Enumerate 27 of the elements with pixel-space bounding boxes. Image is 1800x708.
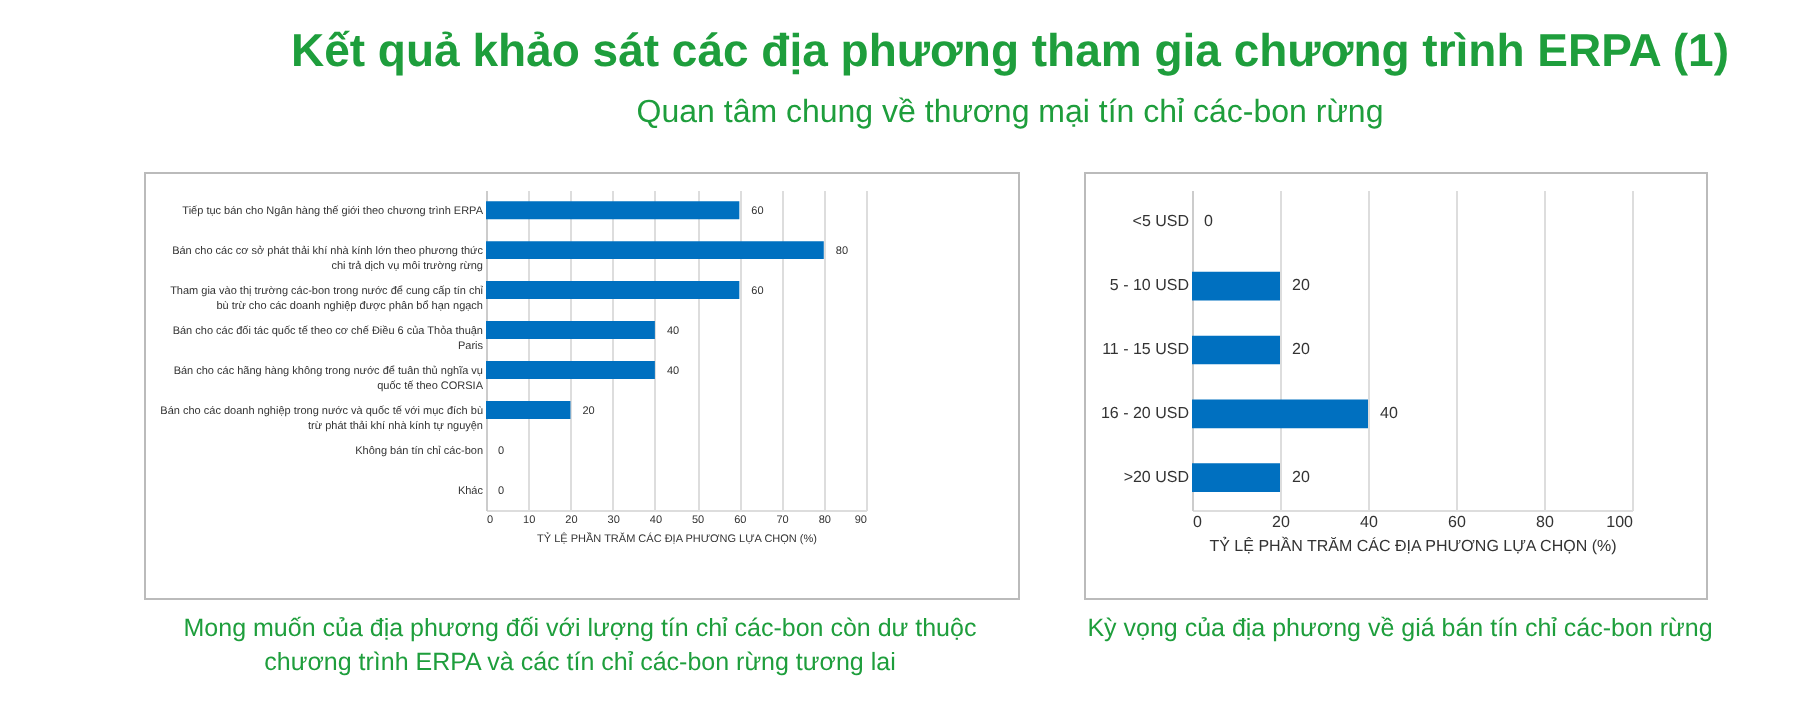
bar	[486, 360, 655, 379]
bar	[486, 321, 655, 340]
y-tick-label: 11 - 15 USD	[1102, 340, 1190, 358]
text: Kết quả khảo sát các địa phương tham gia chương trình ERPA (1)	[288, 24, 1732, 78]
text: Quan tâm chung về thương mại tín chỉ các-bon rừng	[634, 96, 1386, 132]
y-tick-label: 5 - 10 USD	[1109, 276, 1190, 295]
data-label: 20	[1292, 276, 1311, 295]
data-label: 20	[1292, 340, 1311, 358]
y-tick-label: <5 USD	[1132, 212, 1190, 231]
text: Mong muốn của địa phương đối với lượng tín chỉ các-bon còn dư thuộc chương trình ERPA và các tín chỉ các-bon rừng tương lai	[181, 612, 979, 680]
text: Kỳ vọng của địa phương về giá bán tín chỉ các-bon rừng	[1085, 612, 1715, 646]
x-tick-label: 40	[1360, 513, 1379, 531]
y-tick-label: 16 - 20 USD	[1100, 403, 1190, 422]
x-tick-label: 80	[1536, 513, 1555, 531]
x-tick-label: 0	[1193, 513, 1203, 531]
x-tick-label: 100	[1606, 513, 1635, 531]
bar	[486, 241, 824, 260]
bar	[486, 400, 571, 419]
y-tick-label: >20 USD	[1123, 467, 1190, 486]
data-label: 0	[1204, 212, 1214, 231]
data-label: 20	[1292, 467, 1311, 486]
x-tick-label: 60	[1448, 513, 1467, 531]
x-axis-title: TỶ LỆ PHẦN TRĂM CÁC ĐỊA PHƯƠNG LỰA CHỌN (%)	[1209, 535, 1618, 555]
data-label: 40	[1380, 403, 1399, 422]
bar	[486, 281, 740, 300]
bar	[486, 201, 740, 220]
x-tick-label: 20	[1272, 513, 1291, 531]
